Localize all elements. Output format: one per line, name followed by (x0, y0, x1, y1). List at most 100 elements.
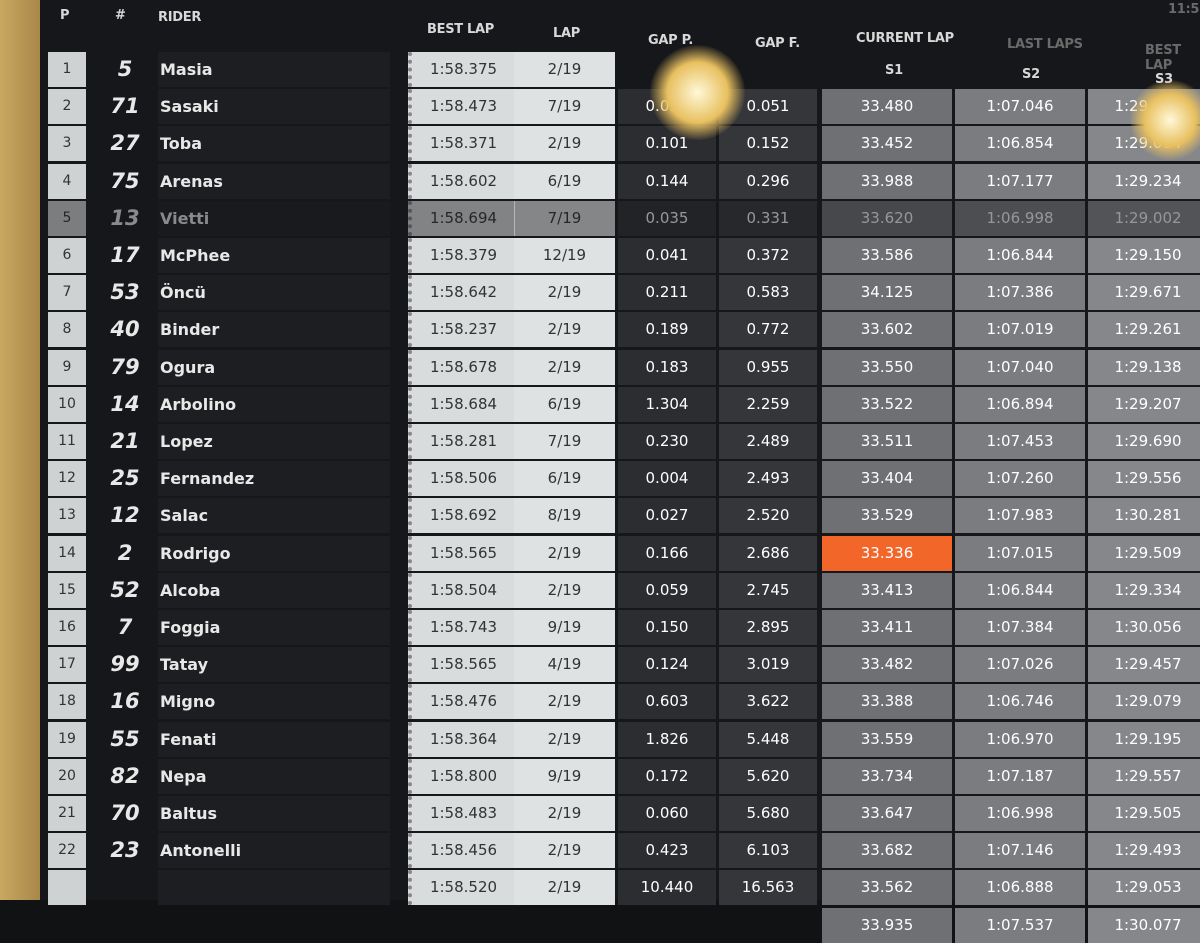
gap-first-cell: 2.493 (719, 461, 817, 497)
sector-3-cell: 1:29.557 (1088, 758, 1200, 794)
position-cell: 17 (48, 647, 86, 683)
sector-3-cell: 1:29.079 (1088, 684, 1200, 720)
gap-first-cell: 3.019 (719, 647, 817, 683)
sector-3-cell: 1:29.457 (1088, 647, 1200, 683)
gap-previous-cell: 0.150 (618, 610, 716, 645)
position-cell: 3 (48, 126, 86, 162)
table-row: 9 79 Ogura 1:58.678 2/19 0.183 0.955 33.550 1:07… (40, 349, 1200, 385)
sector-2-cell: 1:07.260 (955, 461, 1085, 497)
sector-1-cell: 33.647 (822, 796, 952, 831)
sector-3-cell: 1:29.002 (1088, 200, 1200, 236)
rider-name-cell: Foggia (158, 610, 390, 645)
sector-2-cell: 1:06.746 (955, 684, 1085, 720)
gap-previous-cell: 0.183 (618, 349, 716, 385)
best-lap-cell: 1:58.743 (408, 610, 515, 645)
best-lap-cell: 1:58.694 (408, 200, 515, 236)
best-lap-cell: 1:58.237 (408, 312, 515, 348)
table-row: 1 5 Masia 1:58.375 2/19 (40, 52, 1200, 87)
rider-name-cell: Rodrigo (158, 535, 390, 571)
sector-1-cell: 33.452 (822, 126, 952, 162)
sector-3-cell: 1:29.207 (1088, 386, 1200, 422)
gap-previous-cell: 10.440 (618, 870, 716, 906)
table-row: 15 52 Alcoba 1:58.504 2/19 0.059 2.745 33.413 1:… (40, 572, 1200, 608)
gap-previous-cell: 0.144 (618, 163, 716, 199)
table-row: 18 16 Migno 1:58.476 2/19 0.603 3.622 33.388 1:0… (40, 684, 1200, 720)
lap-count-cell: 2/19 (514, 721, 615, 757)
best-lap-cell: 1:58.379 (408, 238, 515, 273)
header-s2: S2 (1022, 67, 1040, 82)
table-row: 12 25 Fernandez 1:58.506 6/19 0.004 2.493 33.40… (40, 461, 1200, 497)
sector-2-cell: 1:07.046 (955, 89, 1085, 125)
lap-count-cell: 7/19 (514, 200, 615, 236)
sector-1-cell: 33.522 (822, 386, 952, 422)
position-cell: 9 (48, 349, 86, 385)
position-cell: 10 (48, 386, 86, 422)
lap-count-cell: 2/19 (514, 870, 615, 906)
best-lap-cell: 1:58.473 (408, 89, 515, 125)
sector-2-cell: 1:07.040 (955, 349, 1085, 385)
best-lap-cell: 1:58.565 (408, 535, 515, 571)
lap-count-cell: 7/19 (514, 424, 615, 459)
sector-2-cell: 1:06.888 (955, 870, 1085, 906)
gap-first-cell: 2.895 (719, 610, 817, 645)
best-lap-cell: 1:58.456 (408, 833, 515, 869)
rider-number-cell: 55 (110, 726, 140, 751)
rider-name-cell: Tatay (158, 647, 390, 683)
rider-number-cell: 25 (110, 466, 140, 491)
lap-count-cell: 2/19 (514, 833, 615, 869)
best-lap-cell: 1:58.375 (408, 52, 515, 87)
gap-previous-cell: 1.826 (618, 721, 716, 757)
table-row: 14 2 Rodrigo 1:58.565 2/19 0.166 2.686 33.336 1:… (40, 535, 1200, 571)
table-row: 8 40 Binder 1:58.237 2/19 0.189 0.772 33.602 1:0… (40, 312, 1200, 348)
sector-2-cell: 1:07.386 (955, 275, 1085, 311)
gap-first-cell: 0.772 (719, 312, 817, 348)
best-lap-cell: 1:58.602 (408, 163, 515, 199)
lap-count-cell: 2/19 (514, 275, 615, 311)
sector-2-cell: 1:07.015 (955, 535, 1085, 571)
rider-name-cell: Lopez (158, 424, 390, 459)
gap-first-cell: 2.745 (719, 572, 817, 608)
position-cell: 1 (48, 52, 86, 87)
sector-2-cell: 1:07.453 (955, 424, 1085, 459)
sector-1-cell: 33.388 (822, 684, 952, 720)
sector-3-cell: 1:29.334 (1088, 572, 1200, 608)
rider-number-cell: 53 (110, 280, 140, 305)
sector-1-cell: 33.404 (822, 461, 952, 497)
table-row: 6 17 McPhee 1:58.379 12/19 0.041 0.372 33.586 1:… (40, 238, 1200, 273)
gap-first-cell: 3.622 (719, 684, 817, 720)
rider-number-cell: 52 (110, 577, 140, 602)
sector-3-cell: 1:29.150 (1088, 238, 1200, 273)
sector-1-cell: 34.125 (822, 275, 952, 311)
best-lap-cell: 1:58.281 (408, 424, 515, 459)
rider-name-cell: Fenati (158, 721, 390, 757)
best-lap-cell: 1:58.506 (408, 461, 515, 497)
sector-3-cell: 1:29.195 (1088, 721, 1200, 757)
sector-2-cell: 1:06.998 (955, 796, 1085, 831)
sector-1-cell: 33.336 (822, 535, 952, 571)
gap-first-cell: 0.331 (719, 200, 817, 236)
sector-2-cell: 1:07.537 (955, 907, 1085, 943)
rider-number-cell: 27 (110, 131, 140, 156)
header-current-lap: CURRENT LAP (856, 31, 954, 46)
table-row: 22 23 Antonelli 1:58.456 2/19 0.423 6.103 33.68… (40, 833, 1200, 869)
position-cell: 22 (48, 833, 86, 869)
best-lap-cell: 1:58.364 (408, 721, 515, 757)
table-row: 271Sasaki1:58.4737/190.0510.05133.4801:0… (40, 89, 1200, 125)
gap-first-cell: 5.448 (719, 721, 817, 757)
table-row: 21 70 Baltus 1:58.483 2/19 0.060 5.680 33.647 1:… (40, 796, 1200, 831)
rider-name-cell: Arenas (158, 163, 390, 199)
table-row: 17 99 Tatay 1:58.565 4/19 0.124 3.019 33.482 1:0… (40, 647, 1200, 683)
sector-2-cell: 1:07.026 (955, 647, 1085, 683)
lap-count-cell: 2/19 (514, 312, 615, 348)
table-row: 1:58.520 2/19 10.440 16.563 33.562 1:06.888 1:… (40, 870, 1200, 906)
lap-count-cell: 2/19 (514, 349, 615, 385)
lap-count-cell: 9/19 (514, 610, 615, 645)
header-gap-f: GAP F. (755, 36, 800, 51)
sector-1-cell: 33.550 (822, 349, 952, 385)
gap-first-cell: 2.520 (719, 498, 817, 534)
sector-2-cell: 1:07.146 (955, 833, 1085, 869)
best-lap-cell: 1:58.684 (408, 386, 515, 422)
rider-name-cell: Fernandez (158, 461, 390, 497)
table-row: 11 21 Lopez 1:58.281 7/19 0.230 2.489 33.511 1:0… (40, 424, 1200, 459)
best-lap-cell: 1:58.504 (408, 572, 515, 608)
